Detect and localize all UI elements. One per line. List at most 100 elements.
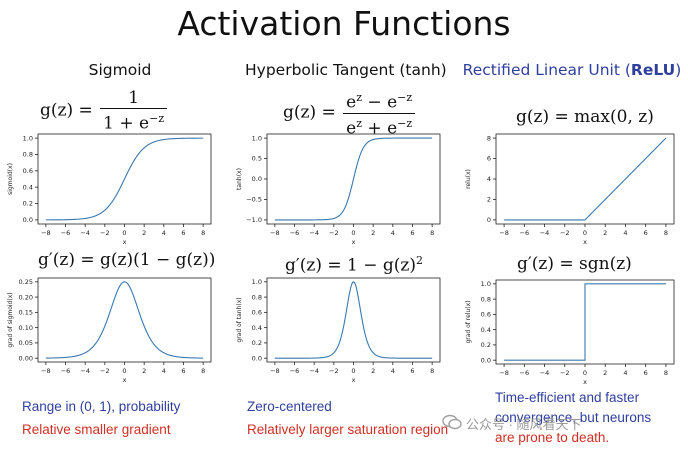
tanh-formula-numerator: ez − e−z <box>343 88 416 114</box>
tanh-formula-denominator: ez + e−z <box>343 114 415 139</box>
tanh-den-mid: + e <box>362 118 398 139</box>
tanh-x-tick-label: 0 <box>351 229 355 237</box>
sigmoid_grad-x-tick-label: −6 <box>61 367 71 375</box>
tanh-x-tick-label: 6 <box>410 229 414 237</box>
relu-series-line <box>504 137 667 221</box>
relu_grad-x-tick-label: −2 <box>560 369 570 377</box>
tanh-x-tick-label: −4 <box>309 229 319 237</box>
relu_grad-x-tick-label: 8 <box>664 369 668 377</box>
sigmoid_grad-series-line <box>45 281 204 359</box>
page-title: Activation Functions <box>177 4 511 43</box>
relu-grad-chart: −8 −6 −4 −2 0 2 4 6 8 0.0 0.2 0.4 0.6 0.8 1.0 x grad of … <box>465 279 675 386</box>
relu_grad-y-tick-label: 0.8 <box>481 295 491 303</box>
tanh-den-base1: e <box>346 118 357 139</box>
relu-chart: −8 −6 −4 −2 0 2 4 6 8 0 2 4 6 8 x relu(x) <box>465 133 675 246</box>
sigmoid-formula: g(z) = 1 1 + e−z <box>40 88 169 134</box>
relu_grad-x-tick-label: 0 <box>583 369 587 377</box>
sigmoid-formula-fraction: 1 1 + e−z <box>100 88 168 134</box>
relu_grad-x-axis-label: x <box>583 378 587 386</box>
relu-x-tick-label: −2 <box>560 229 570 237</box>
tanh-series-line <box>274 137 433 221</box>
tanh-y-tick-label: −1.0 <box>246 216 262 224</box>
sigmoid-x-axis-label: x <box>123 238 127 246</box>
sigmoid_grad-plot-frame <box>37 277 212 363</box>
sigmoid_grad-y-tick-label: 0.00 <box>19 354 33 362</box>
relu_grad-x-tick-label: 4 <box>623 369 627 377</box>
tanh-num-sup1: z <box>356 91 363 104</box>
relu-x-tick-label: 8 <box>664 229 668 237</box>
relu-note-line1: Time-efficient and faster <box>495 390 640 405</box>
tanh_grad-x-tick-label: 0 <box>351 367 355 375</box>
tanh-column-title: Hyperbolic Tangent (tanh) <box>245 61 447 79</box>
sigmoid-x-tick-label: 0 <box>122 229 126 237</box>
relu-formula: g(z) = max(0, z) <box>516 107 654 127</box>
relu_grad-series-line <box>504 283 666 361</box>
tanh-y-tick-label: 0.0 <box>252 175 262 183</box>
sigmoid-formula-lhs: g(z) = <box>40 100 93 121</box>
relu-x-tick-label: −6 <box>520 229 530 237</box>
tanh_grad-y-tick-label: 0.0 <box>252 354 262 362</box>
tanh-note-zero-centered: Zero-centered <box>247 399 332 414</box>
relu-y-tick-label: 8 <box>487 134 491 142</box>
relu_grad-y-tick-label: 0.4 <box>481 326 491 334</box>
sigmoid-y-tick-label: 0.2 <box>23 200 33 208</box>
tanh-x-axis-label: x <box>352 238 356 246</box>
relu-x-tick-label: 6 <box>644 229 648 237</box>
relu_grad-y-tick-label: 0.2 <box>481 341 491 349</box>
sigmoid-grad-formula: g′(z) = g(z)(1 − g(z)) <box>38 250 216 270</box>
tanh_grad-y-tick-label: 0.6 <box>252 309 262 317</box>
sigmoid-y-tick-label: 0.0 <box>23 216 33 224</box>
sigmoid-y-axis-label: sigmoid(x) <box>7 163 14 195</box>
sigmoid_grad-y-tick-label: 0.10 <box>19 324 33 332</box>
tanh-grad-formula-sup: 2 <box>416 254 423 267</box>
tanh_grad-y-tick-label: 1.0 <box>252 278 262 286</box>
tanh-num-mid: − e <box>362 92 398 113</box>
sigmoid_grad-x-tick-label: 4 <box>162 367 166 375</box>
tanh_grad-x-tick-label: 2 <box>371 367 375 375</box>
sigmoid-note-gradient: Relative smaller gradient <box>22 422 171 437</box>
tanh-y-axis-label: tanh(x) <box>236 168 243 190</box>
sigmoid-formula-numerator: 1 <box>100 88 168 109</box>
tanh-grad-formula: g′(z) = 1 − g(z)2 <box>285 254 423 276</box>
tanh-note-saturation: Relatively larger saturation region <box>247 422 449 437</box>
sigmoid-x-tick-label: 8 <box>201 229 205 237</box>
tanh_grad-x-tick-label: 4 <box>391 367 395 375</box>
sigmoid-x-tick-label: −2 <box>100 229 110 237</box>
sigmoid_grad-x-tick-label: −8 <box>41 367 51 375</box>
relu-y-tick-label: 2 <box>487 196 491 204</box>
sigmoid-den-base: 1 + e <box>103 113 150 134</box>
sigmoid-den-sup: −z <box>149 112 165 125</box>
tanh-den-sup1: z <box>356 116 363 130</box>
relu-column-title: Rectified Linear Unit (ReLU) <box>462 61 682 79</box>
relu-title-bold: ReLU <box>630 61 676 79</box>
relu_grad-x-tick-label: 6 <box>644 369 648 377</box>
tanh-x-tick-label: −2 <box>329 229 339 237</box>
relu-y-axis-label: relu(x) <box>465 169 472 189</box>
tanh_grad-x-tick-label: −4 <box>309 367 319 375</box>
tanh-y-tick-label: −0.5 <box>246 196 262 204</box>
relu-x-tick-label: 4 <box>623 229 627 237</box>
sigmoid-note-range: Range in (0, 1), probability <box>22 399 181 414</box>
relu-y-tick-label: 6 <box>487 155 491 163</box>
sigmoid-series-line <box>45 137 204 221</box>
sigmoid_grad-x-tick-label: −4 <box>80 367 90 375</box>
sigmoid-x-tick-label: 6 <box>181 229 185 237</box>
relu-x-tick-label: 0 <box>583 229 587 237</box>
sigmoid-x-tick-label: −8 <box>41 229 51 237</box>
relu-note-line2: convergence, but neurons <box>495 410 652 425</box>
tanh-x-tick-label: −6 <box>290 229 300 237</box>
tanh-x-tick-label: 2 <box>371 229 375 237</box>
relu_grad-y-tick-label: 0.0 <box>481 356 491 364</box>
sigmoid_grad-y-tick-label: 0.25 <box>19 278 33 286</box>
tanh_grad-x-tick-label: −6 <box>290 367 300 375</box>
relu_grad-x-tick-label: 2 <box>603 369 607 377</box>
relu_grad-y-tick-label: 1.0 <box>481 280 491 288</box>
relu-title-prefix: Rectified Linear Unit ( <box>462 61 631 79</box>
tanh_grad-x-tick-label: −2 <box>329 367 339 375</box>
tanh_grad-x-axis-label: x <box>352 376 356 384</box>
tanh-formula-lhs: g(z) = <box>283 102 336 123</box>
tanh-x-tick-label: 8 <box>430 229 434 237</box>
sigmoid-x-tick-label: 4 <box>162 229 166 237</box>
relu-x-tick-label: −4 <box>540 229 550 237</box>
tanh_grad-x-tick-label: −8 <box>270 367 280 375</box>
